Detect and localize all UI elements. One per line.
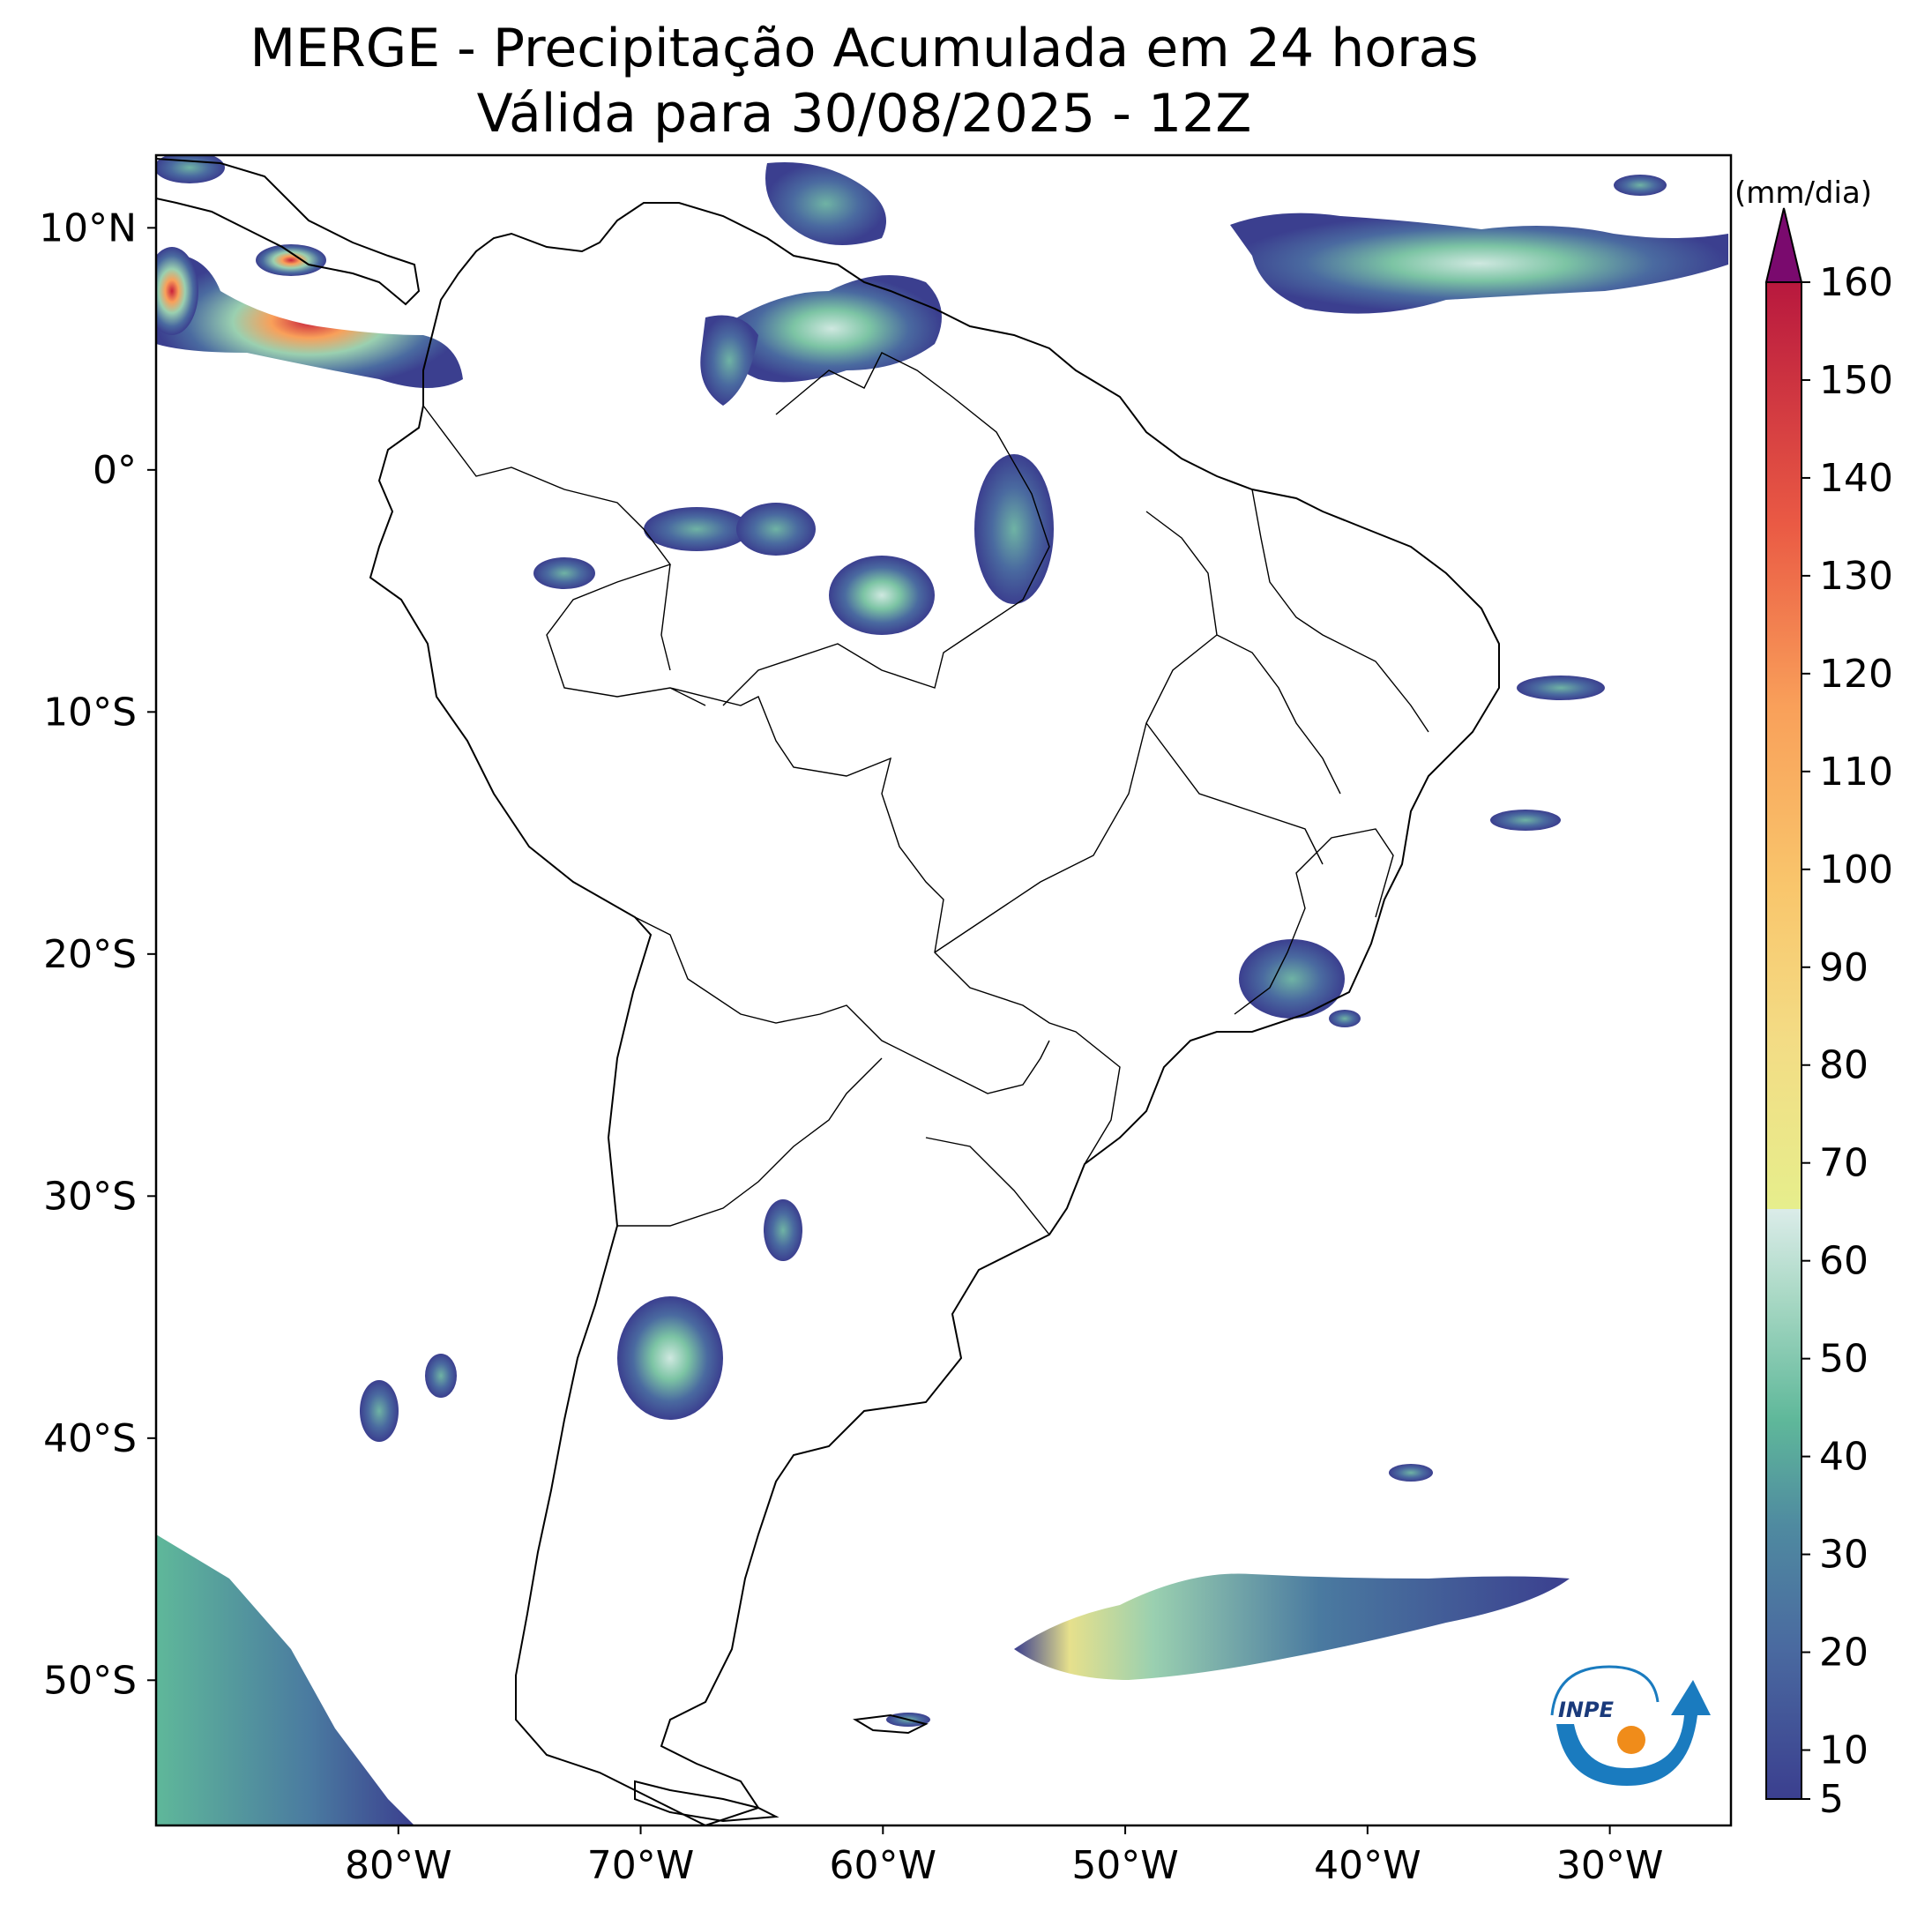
rain-cell-atlantic-mid: [1490, 810, 1561, 831]
latitude-axis: 10°N 0° 10°S 20°S 30°S 40°S 50°S: [39, 205, 156, 1703]
rain-cell-amazon-north: [974, 454, 1054, 604]
south-america-coastline: [369, 202, 1500, 1825]
rain-cell-amazon-small: [533, 557, 595, 589]
rain-cell-caribbean-nw: [156, 155, 225, 183]
colorbar-tick-label: 100: [1819, 847, 1893, 892]
colorbar-tick-label: 90: [1819, 945, 1869, 990]
lon-tick-label: 80°W: [345, 1843, 452, 1888]
colorbar-tick-label: 5: [1819, 1777, 1844, 1822]
precipitation-field: [156, 155, 1728, 1825]
lon-tick-label: 50°W: [1071, 1843, 1179, 1888]
lat-tick-label: 10°S: [43, 690, 137, 735]
colorbar-tick-label: 20: [1819, 1631, 1869, 1676]
falkland-islands: [853, 1713, 929, 1735]
rain-cell-amazon-west: [644, 507, 750, 551]
colorbar-tick-label: 30: [1819, 1533, 1869, 1578]
lat-tick-label: 30°S: [43, 1174, 137, 1219]
rain-south-atlantic-band: [1014, 1573, 1570, 1680]
rain-cell-argentina-south: [617, 1296, 723, 1420]
lon-tick-label: 40°W: [1314, 1843, 1421, 1888]
national-borders: [422, 352, 1429, 1235]
rain-colombia-east: [700, 315, 758, 406]
rain-pacific-southwest: [156, 1534, 414, 1825]
lon-tick-label: 30°W: [1556, 1843, 1664, 1888]
colorbar-tick-label: 120: [1819, 652, 1893, 697]
colorbar-tick-label: 50: [1819, 1337, 1869, 1382]
rain-cell-chile-coast-2: [425, 1354, 457, 1398]
rain-cell-atlantic-small-1: [1614, 175, 1667, 196]
lat-tick-label: 0°: [93, 448, 137, 493]
map-title-line-2: Válida para 30/08/2025 - 12Z: [476, 83, 1252, 145]
rain-cell-amazon-east: [736, 503, 816, 556]
colorbar-tick-label: 160: [1819, 260, 1893, 305]
rain-cell-atlantic-small-3: [1389, 1464, 1433, 1482]
rain-cell-chile-coast: [360, 1380, 399, 1442]
rain-cell-colombia-coast: [256, 244, 326, 276]
lat-tick-label: 50°S: [43, 1658, 137, 1703]
colorbar-tick-label: 130: [1819, 554, 1893, 599]
rain-cell-amazon-central: [829, 556, 935, 635]
inpe-logo: INPE: [1550, 1665, 1711, 1786]
lat-tick-label: 20°S: [43, 932, 137, 977]
colorbar-tick-label: 60: [1819, 1239, 1869, 1284]
map-title-line-1: MERGE - Precipitação Acumulada em 24 hor…: [250, 18, 1479, 79]
colorbar-tick-label: 40: [1819, 1435, 1869, 1480]
tierra-del-fuego: [634, 1780, 780, 1823]
colorbar-tick-label: 140: [1819, 456, 1893, 501]
rain-cell-panama-strong: [156, 247, 198, 335]
central-america: [156, 158, 421, 306]
inpe-logo-text: INPE: [1558, 1698, 1615, 1722]
rain-venezuela-north: [765, 162, 886, 245]
colorbar-gradient: [1765, 281, 1802, 1800]
colorbar-tick-label: 110: [1819, 750, 1893, 795]
lat-tick-label: 10°N: [39, 205, 137, 250]
map-area: [156, 155, 1731, 1825]
map-frame: [154, 153, 1733, 1827]
rain-cell-argentina-central: [764, 1199, 802, 1261]
colorbar-ticks: 510 20 30 40 50 60 70 80 90 100 110 120 130 140 150 160: [1801, 260, 1893, 1822]
colorbar-tick-label: 80: [1819, 1043, 1869, 1088]
lon-tick-label: 60°W: [830, 1843, 937, 1888]
rain-atlantic-north-cluster: [1230, 213, 1728, 314]
inpe-logo-sun: [1617, 1726, 1645, 1754]
continent-outline: [156, 158, 1500, 1825]
colorbar-unit-label: (mm/dia): [1734, 175, 1872, 211]
lat-tick-label: 40°S: [43, 1416, 137, 1461]
rain-cell-southeast-brazil: [1239, 939, 1345, 1019]
colorbar-tick-label: 150: [1819, 358, 1893, 403]
rain-cell-northeast-atlantic: [1517, 676, 1605, 700]
colorbar-tick-label: 70: [1819, 1141, 1869, 1186]
colorbar: (mm/dia) 510 20 30 40 50 60 70 80 90 100 110 120 130…: [1734, 175, 1893, 1822]
lon-tick-label: 70°W: [587, 1843, 695, 1888]
colorbar-tick-label: 10: [1819, 1728, 1869, 1773]
inpe-logo-orbit: [1550, 1665, 1660, 1716]
rain-cell-atlantic-small-2: [1329, 1010, 1361, 1027]
inpe-logo-arrow: [1556, 1680, 1711, 1786]
colorbar-extend-arrow: [1764, 207, 1803, 283]
rain-pacific-colombia: [156, 254, 463, 388]
longitude-axis: 80°W 70°W 60°W 50°W 40°W 30°W: [345, 1825, 1663, 1888]
